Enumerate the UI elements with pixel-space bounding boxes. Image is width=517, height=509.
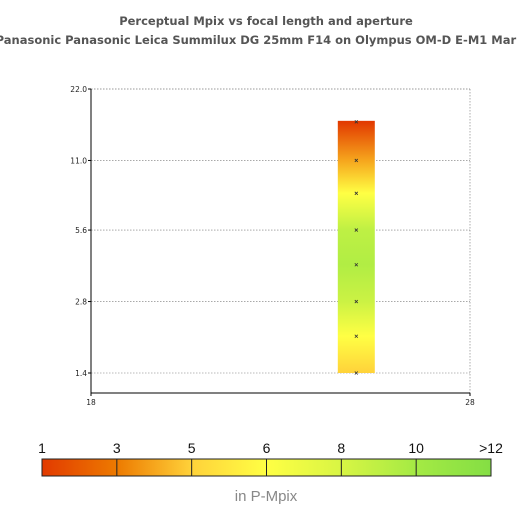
color-legend-dividers <box>116 459 417 476</box>
data-point-marker <box>354 299 359 304</box>
color-legend-label: 10 <box>408 440 424 456</box>
y-tick-label: 22.0 <box>70 85 87 94</box>
data-point-marker <box>354 120 359 124</box>
data-point-marker <box>354 191 359 196</box>
color-legend-labels: 1 3 5 6 8 10 >12 <box>38 440 503 456</box>
data-point-marker <box>354 228 359 232</box>
color-legend: 1 3 5 6 8 10 >12 in P-Mpix <box>38 440 503 505</box>
y-tick-label: 11.0 <box>70 156 87 165</box>
x-tick-label: 28 <box>465 398 475 407</box>
data-point-marker <box>354 334 359 339</box>
x-tick-label: 18 <box>86 398 96 407</box>
y-axis-ticks: 1.4 2.8 5.6 11.0 22.0 <box>70 85 91 378</box>
x-axis-ticks: 18 28 <box>86 393 475 407</box>
color-legend-label: 6 <box>263 440 271 456</box>
color-legend-label: 5 <box>188 440 196 456</box>
chart-subtitle: Panasonic Panasonic Leica Summilux DG 25… <box>0 33 517 47</box>
color-legend-label: 8 <box>337 440 345 456</box>
plot-area: 1.42.85.611.022.0 18 28 <box>70 85 475 407</box>
heat-strip <box>337 120 375 373</box>
color-legend-label: >12 <box>479 440 503 456</box>
y-tick-label: 1.4 <box>75 369 87 378</box>
data-point-marker <box>354 371 359 375</box>
plot-background <box>91 89 470 393</box>
data-point-marker <box>354 158 359 163</box>
color-legend-unit: in P-Mpix <box>235 488 298 505</box>
y-tick-label: 2.8 <box>75 298 87 307</box>
heat-strip-25mm <box>337 120 375 373</box>
data-point-marker <box>354 262 359 267</box>
chart-title: Perceptual Mpix vs focal length and aper… <box>119 14 413 28</box>
color-legend-label: 3 <box>113 440 121 456</box>
y-tick-label: 5.6 <box>75 226 87 235</box>
color-legend-label: 1 <box>38 440 46 456</box>
data-markers <box>354 120 359 375</box>
